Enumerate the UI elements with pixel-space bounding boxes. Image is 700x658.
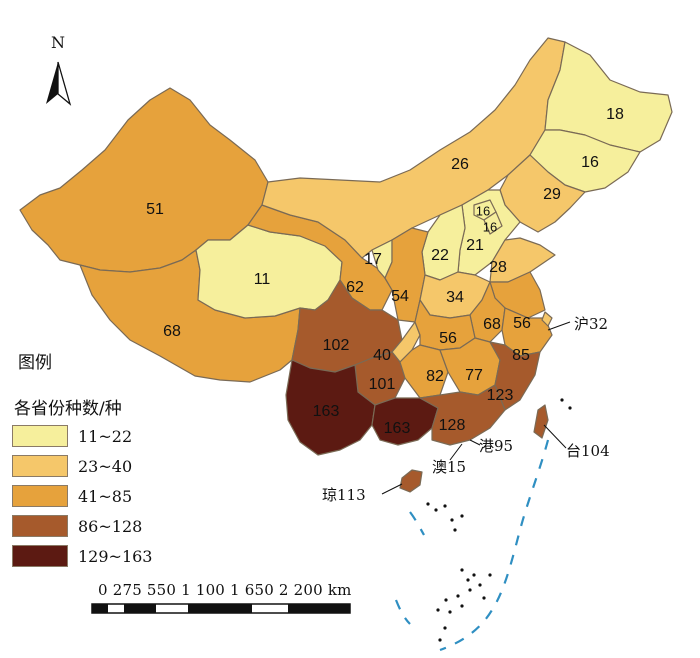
callout-leader-hainan: [381, 483, 403, 495]
legend: 11~22 23~40 41~85 86~128 129~163: [12, 424, 152, 574]
north-label: N: [51, 33, 65, 52]
region-fujian: [489, 341, 541, 411]
legend-subtitle: 各省份种数/种: [14, 399, 122, 419]
region-value-zhejiang-north: 56: [513, 315, 531, 332]
legend-swatch: [12, 485, 68, 507]
region-value-beijing: 16: [476, 203, 490, 218]
region-taiwan: [533, 404, 549, 439]
region-value-henan: 34: [446, 289, 464, 306]
legend-title: 图例: [18, 353, 52, 373]
callout-leader-macau: [449, 443, 463, 461]
region-value-inner-mongolia: 26: [451, 156, 469, 173]
maritime-boundary: [394, 439, 550, 652]
region-value-hebei: 21: [466, 237, 484, 254]
callout-hainan: 琼113: [322, 486, 366, 504]
region-shanghai: [541, 311, 553, 327]
region-value-jilin: 16: [581, 154, 599, 171]
region-value-gansu: 62: [346, 279, 364, 296]
region-value-guangdong: 128: [439, 417, 466, 434]
legend-label: 41~85: [78, 486, 133, 506]
region-hainan: [399, 469, 423, 493]
legend-swatch: [12, 545, 68, 567]
region-value-hunan: 82: [426, 368, 444, 385]
callout-taiwan: 台104: [566, 442, 610, 460]
legend-item: 129~163: [12, 544, 152, 568]
legend-swatch: [12, 515, 68, 537]
region-value-tianjin: 16: [483, 219, 497, 234]
callout-hongkong: 港95: [479, 437, 513, 455]
region-value-sichuan: 102: [323, 337, 350, 354]
south-sea-islands: [426, 398, 572, 642]
region-value-xinjiang: 51: [146, 201, 164, 218]
region-value-qinghai: 11: [254, 271, 271, 288]
region-value-liaoning: 29: [543, 186, 561, 203]
region-value-fujian: 123: [487, 387, 514, 404]
region-value-anhui: 56: [439, 330, 457, 347]
region-value-ningxia: 17: [364, 251, 382, 268]
region-shaanxi: [384, 227, 429, 323]
region-value-jiangsu: 68: [483, 316, 501, 333]
legend-swatch: [12, 455, 68, 477]
region-value-shaanxi: 54: [391, 288, 409, 305]
region-value-heilongjiang: 18: [606, 106, 624, 123]
region-value-zhejiang: 85: [512, 347, 530, 364]
legend-item: 11~22: [12, 424, 152, 448]
legend-item: 86~128: [12, 514, 152, 538]
legend-item: 41~85: [12, 484, 152, 508]
region-value-guizhou: 101: [369, 376, 396, 393]
callout-leader-taiwan: [543, 424, 567, 449]
region-value-yunnan: 163: [313, 403, 340, 420]
region-value-shandong: 28: [489, 259, 507, 276]
callout-leader-hongkong: [469, 439, 481, 446]
callout-macau: 澳15: [432, 458, 466, 476]
region-tianjin: [483, 211, 503, 235]
region-yunnan: [285, 359, 376, 456]
legend-label: 129~163: [78, 546, 153, 566]
legend-label: 23~40: [78, 456, 133, 476]
region-value-tibet: 68: [163, 323, 181, 340]
legend-swatch: [12, 425, 68, 447]
region-value-jiangxi: 77: [465, 367, 483, 384]
callout-shanghai: 沪32: [574, 315, 608, 333]
region-value-shanxi: 22: [431, 247, 449, 264]
scale-bar-labels: 0 275 550 1 100 1 650 2 200 km: [98, 581, 352, 599]
region-guangdong: [419, 384, 506, 446]
region-value-chongqing: 40: [373, 347, 391, 364]
legend-label: 86~128: [78, 516, 143, 536]
region-value-guangxi: 163: [384, 420, 411, 437]
scale-bar: [91, 603, 351, 614]
legend-label: 11~22: [78, 426, 133, 446]
callout-leader-shanghai: [547, 321, 571, 331]
north-arrow-icon: [46, 61, 72, 106]
region-guangxi: [371, 397, 439, 446]
legend-item: 23~40: [12, 454, 152, 478]
